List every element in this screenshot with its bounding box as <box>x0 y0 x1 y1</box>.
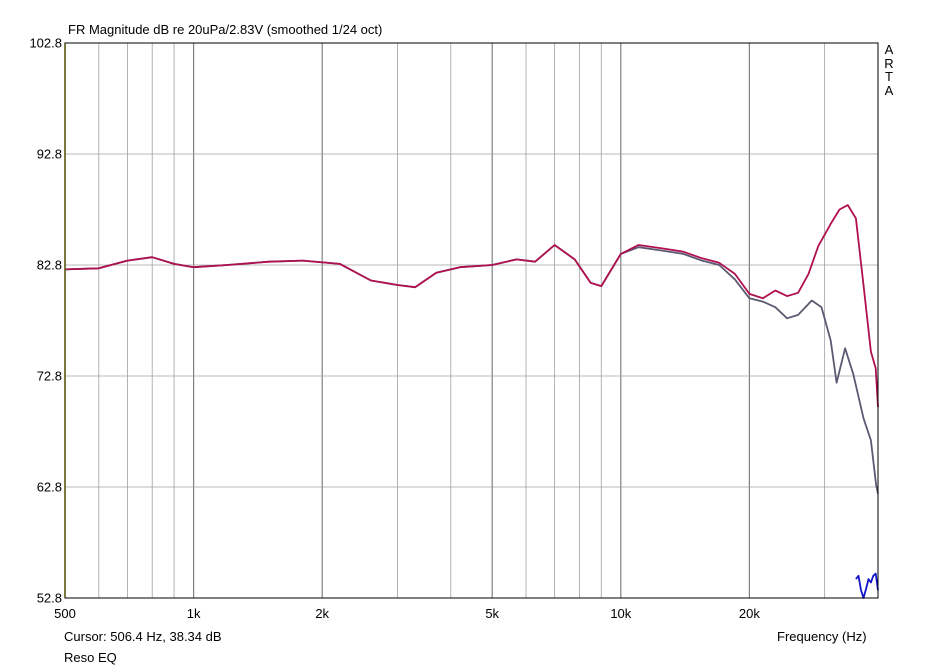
chart-title: FR Magnitude dB re 20uPa/2.83V (smoothed… <box>68 22 383 37</box>
x-tick-label: 10k <box>610 606 631 621</box>
series-line-1 <box>64 244 879 494</box>
arta-letter: A <box>884 42 894 57</box>
x-axis-label: Frequency (Hz) <box>777 629 867 644</box>
y-tick-label: 102.8 <box>29 36 62 51</box>
grid-layer <box>65 42 878 599</box>
y-tick-label: 92.8 <box>37 147 62 162</box>
x-tick-label: 500 <box>54 606 76 621</box>
series-line-3 <box>855 572 879 599</box>
reso-eq-label: Reso EQ <box>64 650 117 665</box>
series-line-2 <box>64 204 879 408</box>
x-tick-label: 20k <box>739 606 760 621</box>
x-tick-label: 2k <box>315 606 329 621</box>
x-tick-label: 5k <box>485 606 499 621</box>
arta-letter: R <box>884 55 894 71</box>
series-layer <box>64 43 879 599</box>
plot-frame <box>64 42 879 599</box>
y-tick-label: 72.8 <box>37 369 62 384</box>
y-tick-label: 82.8 <box>37 258 62 273</box>
y-tick-label: 52.8 <box>37 591 62 606</box>
tick-label-layer: 52.8 62.8 72.8 82.8 92.8 102.8 500 1k 2k 5k 10k 20k <box>29 36 760 622</box>
x-tick-label: 1k <box>187 606 201 621</box>
cursor-readout: Cursor: 506.4 Hz, 38.34 dB <box>64 629 222 644</box>
y-tick-label: 62.8 <box>37 480 62 495</box>
arta-letter: T <box>885 69 893 84</box>
arta-letter: A <box>884 82 894 98</box>
